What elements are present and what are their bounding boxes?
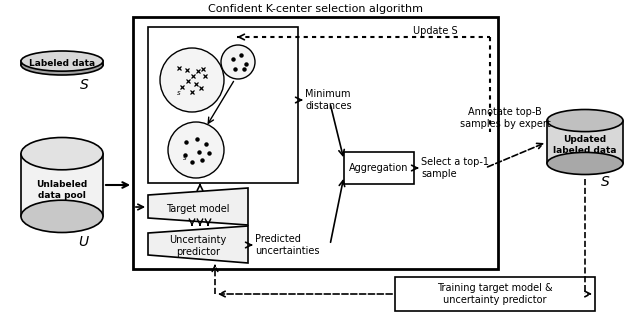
Ellipse shape (21, 55, 103, 75)
Circle shape (160, 48, 224, 112)
Text: Select a top-1
sample: Select a top-1 sample (421, 157, 489, 179)
Text: Aggregation: Aggregation (349, 163, 409, 173)
Polygon shape (148, 226, 248, 263)
Text: Confident K-center selection algorithm: Confident K-center selection algorithm (209, 4, 424, 14)
Bar (395, 277, 595, 311)
Bar (344, 152, 414, 184)
Text: Labeled data: Labeled data (29, 59, 95, 68)
Text: $\mathit{U}$: $\mathit{U}$ (78, 236, 90, 249)
Text: $s$: $s$ (176, 89, 182, 97)
Ellipse shape (21, 200, 103, 232)
Bar (148, 27, 298, 183)
Text: Unlabeled
data pool: Unlabeled data pool (36, 180, 88, 200)
Text: Predicted
uncertainties: Predicted uncertainties (255, 234, 319, 256)
Text: $\mathit{S}$: $\mathit{S}$ (600, 176, 610, 190)
Text: Updated
labeled data: Updated labeled data (553, 135, 617, 155)
Circle shape (168, 122, 224, 178)
Bar (21, 61, 103, 65)
Ellipse shape (547, 109, 623, 132)
Bar (133, 17, 498, 269)
Text: $\mathit{S}$: $\mathit{S}$ (79, 78, 89, 92)
Text: Target model: Target model (166, 204, 230, 214)
Bar (547, 120, 623, 164)
Bar (21, 154, 103, 216)
Text: Annotate top-B
samples by expert: Annotate top-B samples by expert (460, 107, 550, 129)
Polygon shape (148, 188, 248, 225)
Text: Uncertainty
predictor: Uncertainty predictor (170, 235, 227, 257)
Ellipse shape (547, 152, 623, 174)
Text: Update S: Update S (413, 26, 458, 36)
Text: $s$: $s$ (182, 154, 188, 162)
Text: Training target model &
uncertainty predictor: Training target model & uncertainty pred… (437, 283, 553, 305)
Text: Minimum
distances: Minimum distances (305, 89, 351, 111)
Ellipse shape (21, 51, 103, 71)
Circle shape (221, 45, 255, 79)
Ellipse shape (21, 138, 103, 170)
